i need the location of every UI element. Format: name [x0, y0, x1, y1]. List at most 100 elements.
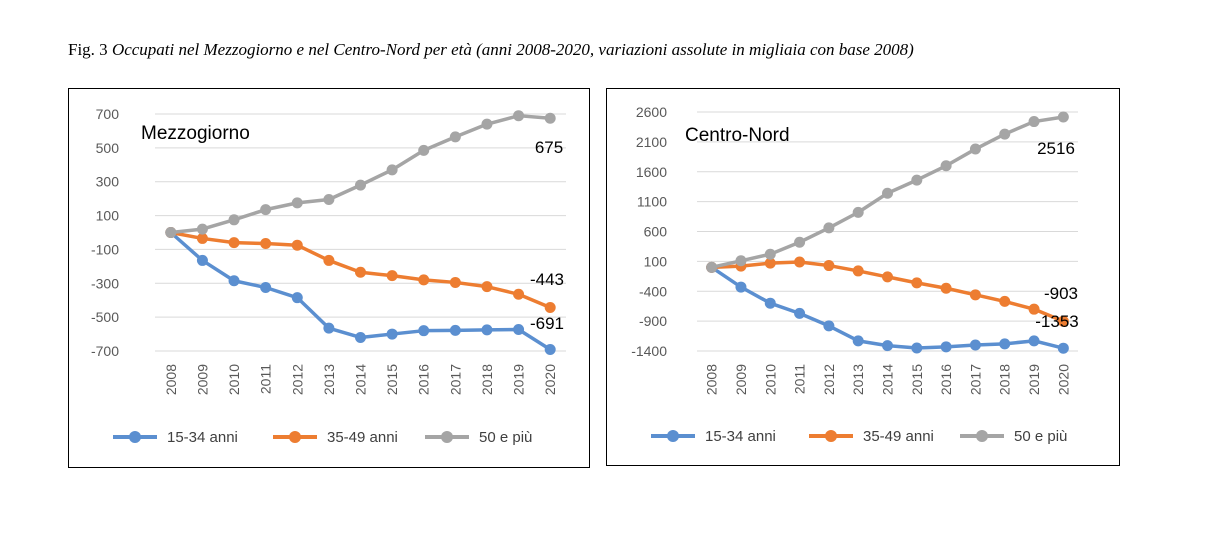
legend-marker-35-49-anni	[289, 431, 301, 443]
x-tick-label: 2020	[1055, 364, 1071, 395]
data-point-35-49-anni	[323, 254, 335, 266]
x-tick-label: 2017	[967, 364, 983, 395]
x-tick-label: 2014	[880, 364, 896, 395]
data-point-35-49-anni	[513, 288, 525, 300]
data-point-50-e-pi	[1057, 111, 1069, 123]
data-point-50-e-pi	[706, 261, 718, 273]
x-tick-label: 2019	[511, 364, 527, 395]
data-point-50-e-pi	[228, 214, 240, 226]
series-line-15-34-anni	[169, 231, 552, 351]
data-point-35-49-anni	[940, 282, 952, 294]
y-tick-label: 600	[644, 224, 668, 240]
y-tick-label: 1600	[636, 164, 667, 180]
x-tick-label: 2011	[792, 364, 808, 394]
data-point-50-e-pi	[196, 223, 208, 235]
data-point-35-49-anni	[794, 256, 806, 268]
data-point-15-34-anni	[513, 324, 525, 336]
data-point-15-34-anni	[1057, 342, 1069, 354]
x-tick-label: 2014	[353, 364, 369, 395]
x-tick-label: 2009	[733, 364, 749, 395]
data-point-50-e-pi	[323, 193, 335, 205]
y-tick-label: -700	[91, 343, 119, 359]
data-point-15-34-anni	[735, 281, 747, 293]
chart-panel-mezzogiorno: 700 500 300 100 -100 -300 -500 -700 2008 2009 2010…	[68, 88, 590, 468]
x-tick-label: 2009	[194, 364, 210, 395]
data-point-35-49-anni	[355, 266, 366, 278]
data-label-50-e-pi: 2516	[1037, 139, 1075, 158]
legend-label-35-49-anni: 35-49 anni	[327, 429, 398, 446]
data-point-35-49-anni	[386, 270, 398, 282]
data-point-50-e-pi	[513, 110, 525, 122]
x-tick-label: 2020	[542, 364, 558, 395]
legend-label-50-e-pi: 50 e più	[479, 429, 532, 446]
data-label-15-34-anni: -691	[530, 314, 564, 333]
x-tick-label: 2013	[850, 364, 866, 395]
data-point-50-e-pi	[764, 248, 776, 260]
y-tick-label: 500	[96, 140, 120, 156]
data-point-50-e-pi	[386, 164, 398, 176]
data-point-35-49-anni	[228, 237, 240, 249]
y-tick-label: 100	[96, 208, 120, 224]
data-point-15-34-anni	[260, 282, 272, 294]
data-point-15-34-anni	[418, 325, 430, 337]
data-point-35-49-anni	[852, 265, 864, 277]
x-tick-label: 2016	[938, 364, 954, 395]
y-tick-label: -300	[91, 275, 119, 291]
data-point-15-34-anni	[969, 339, 981, 351]
data-point-50-e-pi	[823, 222, 835, 234]
data-label-50-e-pi: 675	[535, 138, 563, 157]
data-point-50-e-pi	[911, 174, 923, 186]
data-point-35-49-anni	[882, 271, 893, 283]
data-point-50-e-pi	[418, 144, 430, 156]
figure-number: Fig. 3	[68, 40, 108, 59]
data-point-15-34-anni	[940, 341, 952, 353]
y-tick-label: -1400	[631, 343, 667, 359]
data-point-50-e-pi	[852, 206, 864, 218]
x-tick-label: 2017	[447, 364, 463, 395]
data-point-35-49-anni	[1057, 315, 1069, 327]
legend-label-50-e-pi: 50 e più	[1014, 428, 1067, 445]
data-point-50-e-pi	[969, 143, 981, 155]
data-point-35-49-anni	[823, 260, 835, 272]
data-point-35-49-anni	[260, 238, 272, 250]
data-label-35-49-anni: -443	[530, 270, 564, 289]
x-tick-label: 2010	[226, 364, 242, 395]
legend-marker-50-e-pi	[976, 430, 988, 442]
data-point-15-34-anni	[386, 328, 398, 340]
data-point-35-49-anni	[196, 232, 208, 244]
data-point-15-34-anni	[999, 338, 1011, 350]
legend-marker-15-34-anni	[667, 430, 679, 442]
x-tick-label: 2012	[289, 364, 305, 395]
x-tick-label: 2015	[384, 364, 400, 395]
legend-label-15-34-anni: 15-34 anni	[705, 428, 776, 445]
x-tick-label: 2018	[997, 364, 1013, 395]
data-point-15-34-anni	[544, 343, 556, 355]
x-tick-label: 2019	[1026, 364, 1042, 395]
data-point-50-e-pi	[449, 131, 461, 143]
data-point-35-49-anni	[999, 295, 1011, 307]
data-point-50-e-pi	[882, 187, 893, 199]
x-tick-label: 2011	[258, 364, 274, 394]
data-point-35-49-anni	[481, 281, 493, 293]
data-point-50-e-pi	[481, 118, 493, 130]
y-tick-label: -500	[91, 309, 119, 325]
data-point-15-34-anni	[852, 335, 864, 347]
y-tick-label: 2600	[636, 104, 667, 120]
legend-label-15-34-anni: 15-34 anni	[167, 429, 238, 446]
data-point-15-34-anni	[794, 307, 806, 319]
x-tick-label: 2010	[762, 364, 778, 395]
data-label-35-49-anni: -903	[1044, 284, 1078, 303]
data-point-50-e-pi	[735, 255, 747, 267]
data-point-15-34-anni	[355, 331, 366, 343]
data-point-35-49-anni	[449, 276, 461, 288]
y-tick-label: 1100	[637, 194, 667, 210]
y-tick-label: 700	[96, 106, 120, 122]
data-point-35-49-anni	[911, 277, 923, 289]
data-point-50-e-pi	[794, 236, 806, 248]
data-point-15-34-anni	[911, 342, 923, 354]
data-point-50-e-pi	[260, 204, 272, 216]
x-tick-label: 2015	[909, 364, 925, 395]
y-tick-label: -900	[639, 313, 667, 329]
data-point-15-34-anni	[449, 324, 461, 336]
data-point-15-34-anni	[882, 340, 893, 352]
